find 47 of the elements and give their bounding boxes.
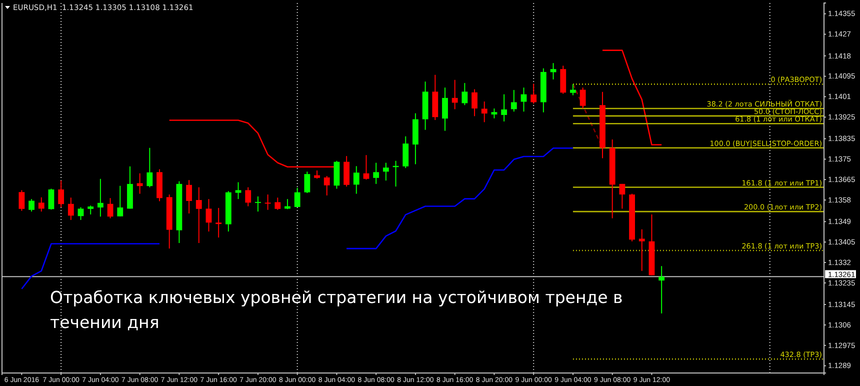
candlestick: [501, 94, 508, 122]
candlestick: [245, 186, 252, 207]
candlestick: [570, 84, 576, 96]
candlestick: [264, 194, 271, 210]
candlestick: [363, 154, 370, 180]
candlestick: [206, 198, 212, 232]
candlestick: [580, 87, 586, 109]
candlestick: [48, 188, 54, 210]
candlestick: [255, 196, 261, 212]
candlestick: [481, 101, 488, 123]
candlestick: [97, 178, 104, 218]
candlestick: [334, 160, 340, 190]
candlestick: [402, 136, 409, 169]
candlestick: [442, 87, 448, 132]
candlestick: [353, 166, 360, 194]
candlestick: [638, 228, 645, 272]
candlestick: [235, 182, 242, 200]
candlestick: [58, 180, 64, 208]
candlestick: [186, 180, 192, 214]
candlestick: [146, 147, 153, 188]
candlestick: [324, 175, 330, 196]
candlestick: [216, 207, 222, 238]
candlestick: [491, 108, 498, 119]
candlestick: [68, 197, 74, 220]
annotation: Отработка ключевых уровней стратегии на устойчивом тренде в течении дня: [50, 287, 624, 334]
candlestick: [38, 196, 44, 212]
candlestick: [294, 187, 300, 208]
candlestick: [472, 88, 478, 117]
candlestick: [78, 206, 84, 220]
candlestick: [18, 190, 25, 212]
candlestick: [452, 79, 458, 110]
candlestick: [658, 266, 665, 314]
candlestick: [274, 197, 281, 210]
candlestick: [107, 198, 114, 219]
candlestick: [117, 185, 124, 217]
candlestick: [304, 171, 310, 194]
candlestick: [510, 89, 517, 112]
candlestick: [382, 162, 389, 182]
candlestick: [196, 186, 202, 244]
candlestick: [373, 162, 380, 184]
candlestick: [136, 172, 143, 194]
candlestick: [530, 83, 537, 104]
candlestick: [619, 183, 626, 210]
candlestick: [462, 82, 468, 106]
candlestick: [28, 198, 34, 212]
candlestick: [560, 65, 566, 94]
candlestick: [344, 156, 350, 188]
